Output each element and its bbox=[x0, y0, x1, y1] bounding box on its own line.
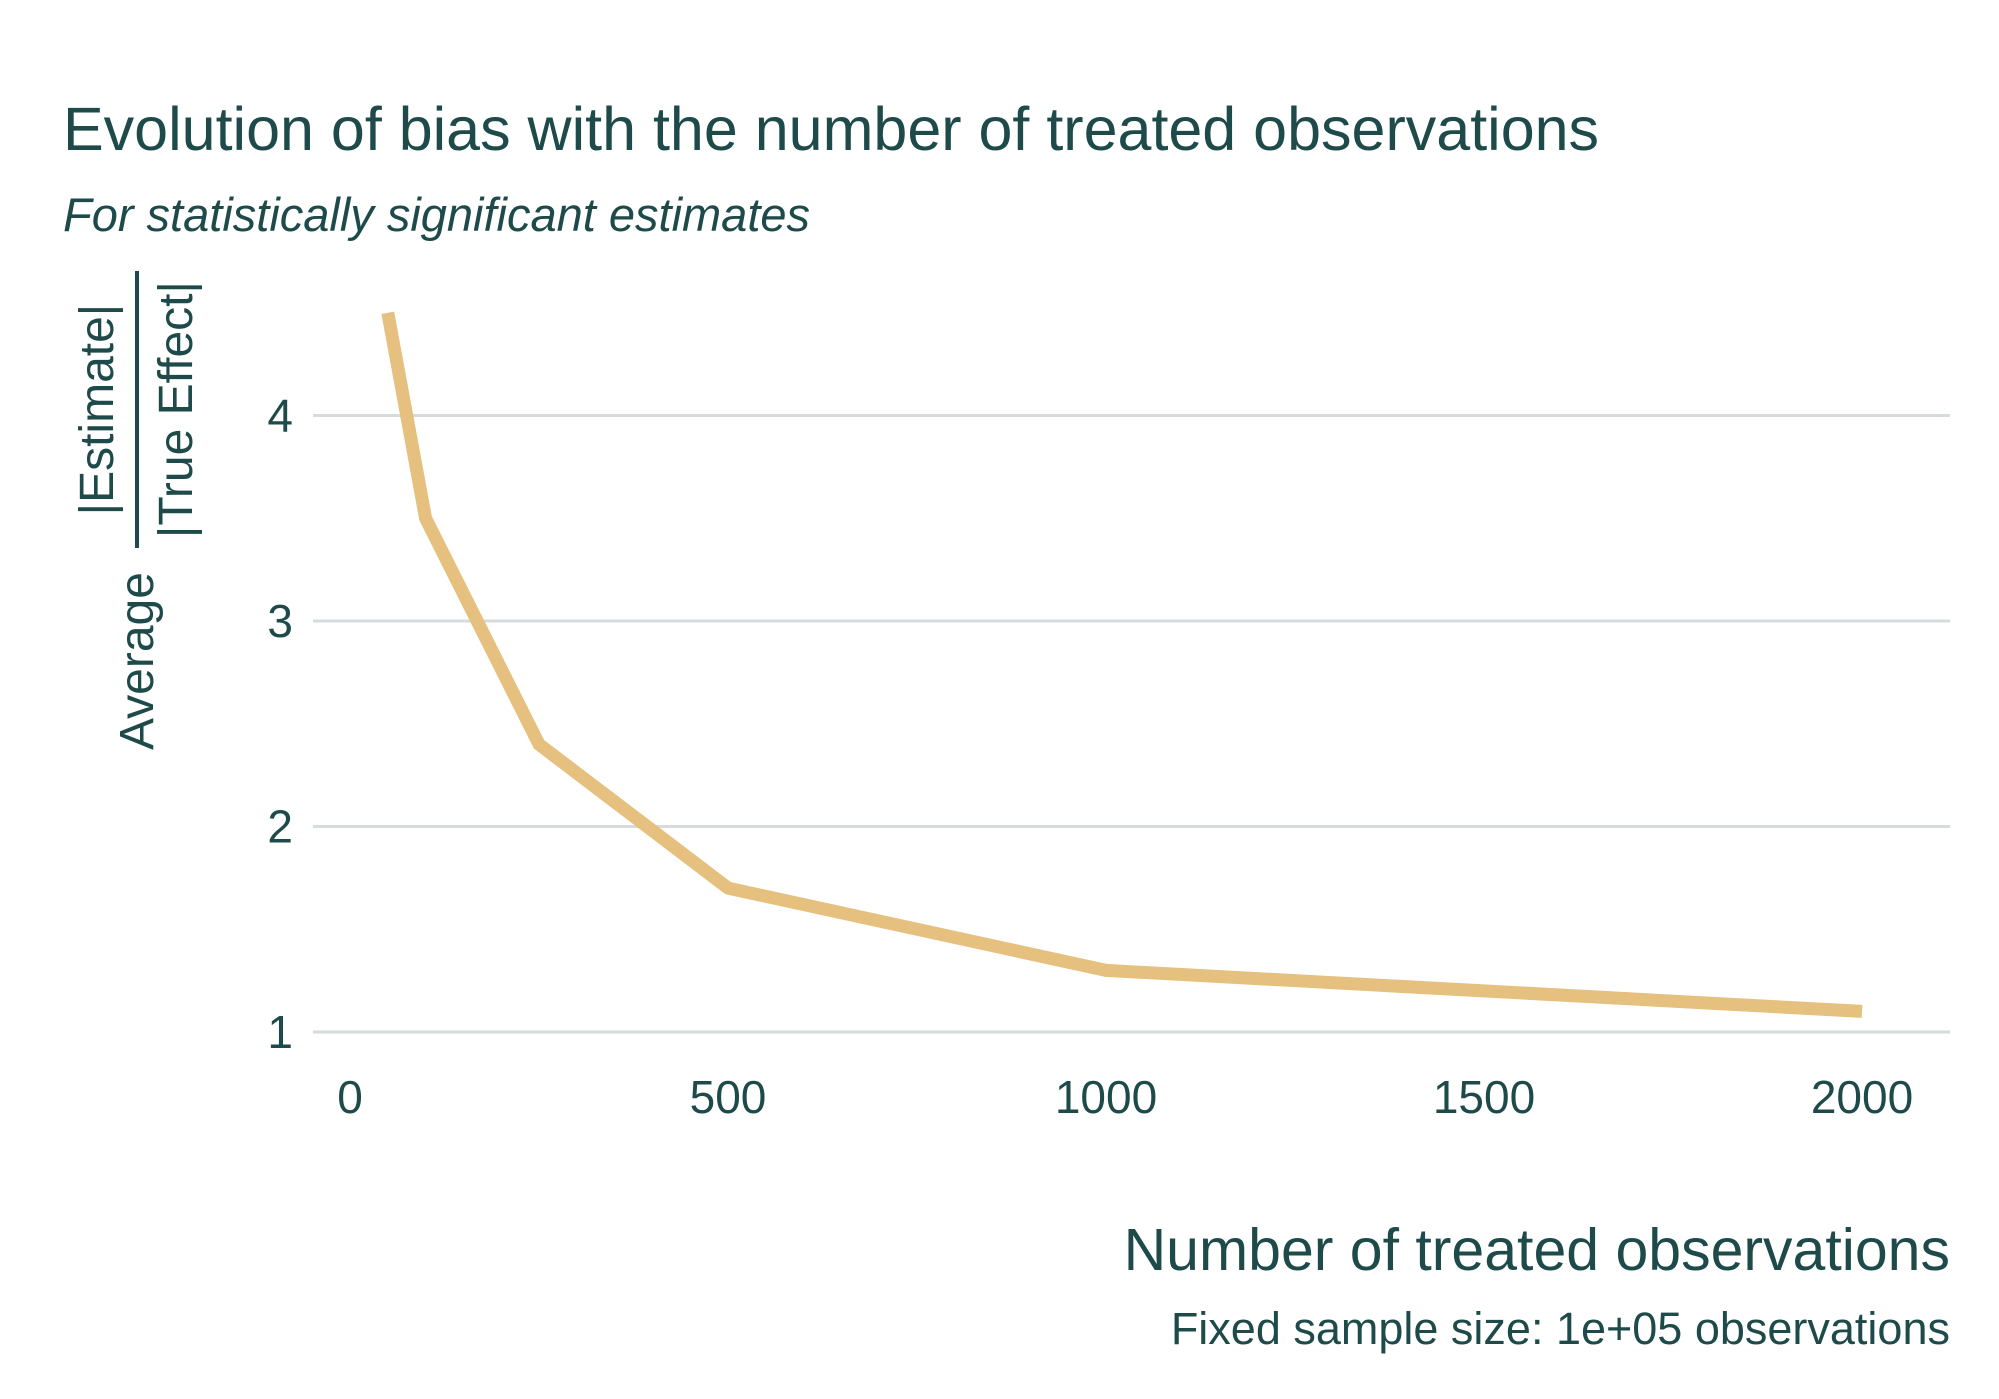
x-tick-label-500: 500 bbox=[690, 1071, 767, 1123]
y-axis-title-prefix: Average bbox=[110, 572, 164, 750]
fraction-numerator: |Estimate| bbox=[71, 303, 124, 516]
y-axis-title-fraction: |Estimate| |True Effect| bbox=[70, 271, 204, 549]
fraction-denominator: |True Effect| bbox=[135, 271, 204, 549]
x-tick-label-2000: 2000 bbox=[1811, 1071, 1913, 1123]
y-tick-label-2: 2 bbox=[267, 801, 293, 853]
x-tick-label-1000: 1000 bbox=[1055, 1071, 1157, 1123]
chart-title: Evolution of bias with the number of tre… bbox=[63, 94, 1600, 163]
x-tick-label-1500: 1500 bbox=[1433, 1071, 1535, 1123]
chart-caption: Fixed sample size: 1e+05 observations bbox=[1170, 1303, 1950, 1354]
x-axis-title: Number of treated observations bbox=[1123, 1217, 1950, 1283]
y-tick-label-4: 4 bbox=[267, 390, 293, 442]
x-tick-label-0: 0 bbox=[337, 1071, 363, 1123]
y-tick-label-3: 3 bbox=[267, 595, 293, 647]
chart-subtitle: For statistically significant estimates bbox=[63, 188, 811, 241]
y-axis-title: Average |Estimate| |True Effect| bbox=[42, 271, 232, 750]
y-axis-title-rotated: Average |Estimate| |True Effect| bbox=[42, 271, 232, 750]
bias-line bbox=[381, 311, 1863, 1018]
y-tick-label-1: 1 bbox=[267, 1006, 293, 1058]
